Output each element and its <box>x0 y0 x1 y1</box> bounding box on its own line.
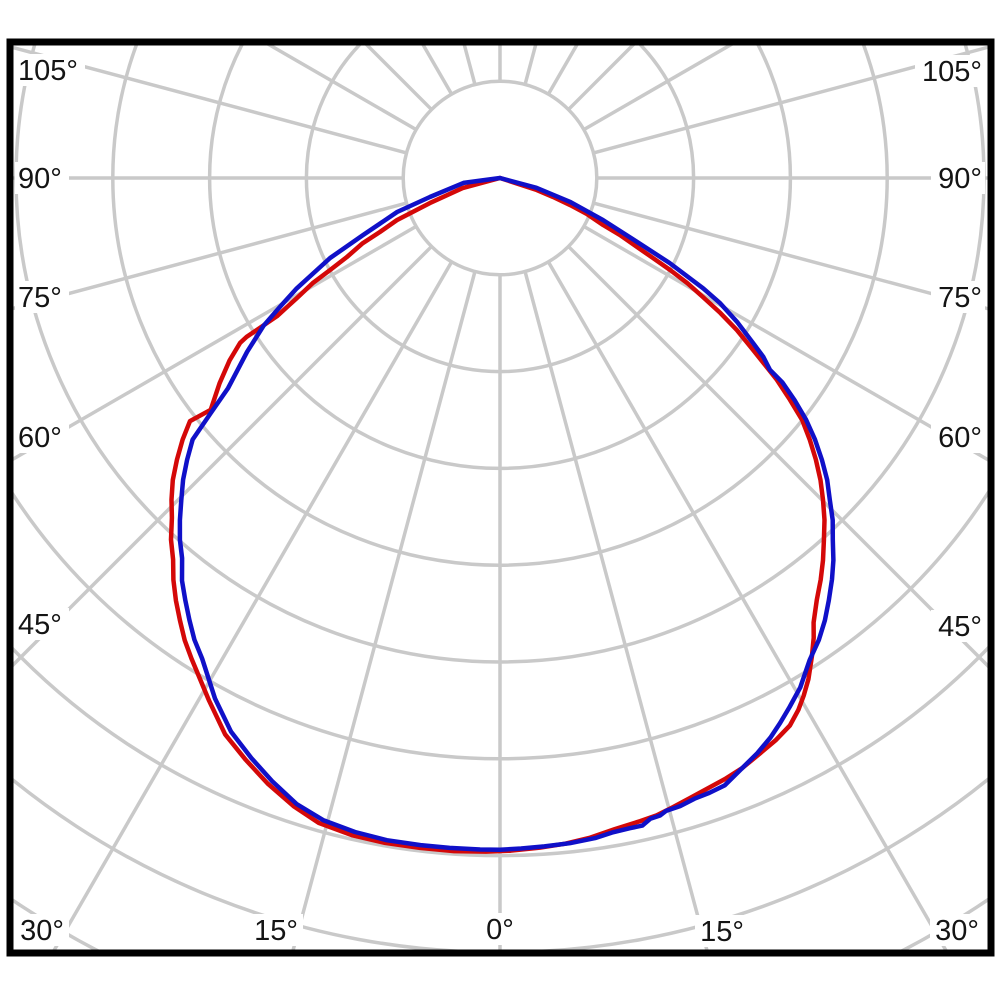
grid-ray <box>523 271 709 950</box>
angle-label-background <box>15 281 69 313</box>
blue-curve <box>177 175 836 853</box>
grid-ray <box>52 260 454 950</box>
angle-label-background <box>915 55 985 87</box>
grid-ray <box>13 245 433 667</box>
grid-ray <box>13 224 418 461</box>
angle-label-background <box>931 421 985 453</box>
angle-label-background <box>931 281 985 313</box>
angle-label-background <box>15 914 69 946</box>
grid-ray <box>291 271 477 950</box>
angle-label: 75° <box>938 282 982 314</box>
angle-label: 0° <box>486 914 514 946</box>
angle-label: 105° <box>922 56 982 88</box>
angle-label-background <box>15 162 69 194</box>
plot-frame <box>6 38 995 957</box>
angle-label: 45° <box>938 611 982 643</box>
angle-label-background <box>930 914 984 946</box>
grid-ray <box>582 224 988 462</box>
angle-label: 60° <box>18 422 62 454</box>
angle-label: 15° <box>254 915 298 947</box>
angle-label-background <box>481 913 519 945</box>
angle-label: 60° <box>938 422 982 454</box>
angle-label-background <box>249 914 303 946</box>
angle-label: 90° <box>18 163 62 195</box>
angle-label: 90° <box>938 163 982 195</box>
angle-label: 75° <box>18 282 62 314</box>
grid-ray <box>13 45 407 155</box>
angle-label-background <box>695 915 749 947</box>
angle-label-background <box>15 54 85 86</box>
angle-label-background <box>931 610 985 642</box>
angle-label: 105° <box>18 55 78 87</box>
angle-label-background <box>931 162 985 194</box>
grid-ray <box>593 45 988 155</box>
angle-label-background <box>15 421 69 453</box>
angle-label-background <box>15 608 69 640</box>
angle-label: 30° <box>935 915 979 947</box>
angle-label: 30° <box>20 915 64 947</box>
grid-ray <box>593 201 988 311</box>
grid-ray <box>567 245 988 668</box>
grid-ray <box>546 260 948 950</box>
angle-label: 45° <box>18 609 62 641</box>
angle-label: 15° <box>700 916 744 948</box>
grid-ray <box>13 201 407 311</box>
